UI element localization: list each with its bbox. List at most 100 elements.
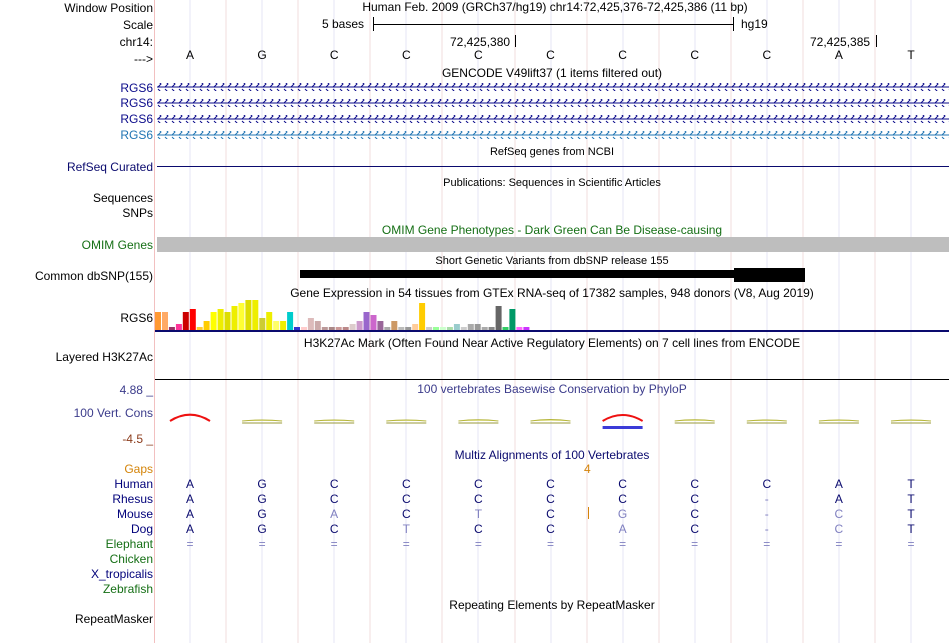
gtex-expression-chart[interactable] bbox=[155, 298, 555, 330]
gtex-tissue-bar[interactable] bbox=[328, 327, 335, 330]
publications-snps-label[interactable]: SNPs bbox=[122, 206, 153, 220]
gtex-tissue-bar[interactable] bbox=[460, 327, 467, 330]
gtex-tissue-bar[interactable] bbox=[301, 327, 307, 330]
dbsnp-variant-block[interactable] bbox=[734, 268, 805, 282]
gtex-tissue-bar[interactable] bbox=[182, 312, 189, 330]
gtex-tissue-bar[interactable] bbox=[439, 327, 446, 330]
alignment-base: A bbox=[185, 522, 194, 536]
gencode-track-title[interactable]: GENCODE V49lift37 (1 items filtered out) bbox=[441, 66, 663, 80]
conservation-mark[interactable] bbox=[674, 419, 715, 422]
gtex-tissue-bar[interactable] bbox=[384, 327, 391, 330]
gtex-tissue-bar[interactable] bbox=[245, 300, 252, 330]
gtex-tissue-bar[interactable] bbox=[266, 312, 273, 330]
gtex-tissue-bar[interactable] bbox=[217, 309, 224, 330]
gtex-tissue-bar[interactable] bbox=[259, 318, 266, 330]
conservation-mark[interactable] bbox=[818, 419, 859, 422]
gencode-item-rgs6[interactable]: RGS6 bbox=[120, 96, 153, 110]
gtex-tissue-bar[interactable] bbox=[495, 306, 502, 330]
gtex-tissue-bar[interactable] bbox=[210, 312, 217, 330]
h3k27ac-track-label[interactable]: Layered H3K27Ac bbox=[55, 350, 153, 364]
refseq-track-label[interactable]: RefSeq Curated bbox=[66, 160, 153, 174]
gtex-tissue-bar[interactable] bbox=[370, 315, 377, 330]
gtex-tissue-bar[interactable] bbox=[273, 321, 280, 330]
gtex-tissue-bar[interactable] bbox=[335, 327, 342, 330]
gtex-tissue-bar[interactable] bbox=[481, 327, 488, 330]
gtex-tissue-bar[interactable] bbox=[314, 321, 321, 330]
gtex-tissue-bar[interactable] bbox=[238, 303, 245, 330]
gtex-tissue-bar[interactable] bbox=[426, 327, 433, 330]
gtex-tissue-bar[interactable] bbox=[523, 327, 530, 330]
gtex-tissue-bar[interactable] bbox=[509, 309, 516, 330]
gtex-tissue-bar[interactable] bbox=[502, 327, 509, 330]
omim-track-title: OMIM Gene Phenotypes - Dark Green Can Be… bbox=[381, 223, 723, 237]
gtex-tissue-bar[interactable] bbox=[307, 318, 314, 330]
gtex-tissue-bar[interactable] bbox=[349, 324, 356, 330]
gtex-tissue-bar[interactable] bbox=[398, 327, 405, 330]
gtex-tissue-bar[interactable] bbox=[162, 312, 168, 330]
species-label-x-tropicalis[interactable]: X_tropicalis bbox=[90, 567, 153, 581]
gtex-tissue-bar[interactable] bbox=[391, 321, 398, 330]
repeatmasker-track-label[interactable]: RepeatMasker bbox=[74, 612, 153, 626]
ref-base: G bbox=[257, 48, 267, 62]
conservation-mark[interactable] bbox=[890, 419, 932, 422]
refseq-gene-line[interactable] bbox=[157, 166, 949, 167]
gtex-tissue-bar[interactable] bbox=[252, 300, 259, 330]
species-label-human[interactable]: Human bbox=[114, 477, 153, 491]
gtex-tissue-bar[interactable] bbox=[342, 327, 349, 330]
gtex-tissue-bar[interactable] bbox=[516, 327, 523, 330]
gtex-tissue-bar[interactable] bbox=[453, 324, 460, 330]
conservation-mark[interactable] bbox=[746, 419, 787, 422]
gtex-tissue-bar[interactable] bbox=[405, 327, 412, 330]
gtex-tissue-bar[interactable] bbox=[280, 321, 287, 330]
conservation-mark[interactable] bbox=[242, 419, 283, 422]
gtex-tissue-bar[interactable] bbox=[294, 327, 300, 330]
conservation-mark[interactable] bbox=[169, 413, 211, 422]
omim-feature-bar[interactable] bbox=[157, 237, 949, 252]
species-label-mouse[interactable]: Mouse bbox=[116, 507, 153, 521]
species-label-rhesus[interactable]: Rhesus bbox=[112, 492, 153, 506]
gtex-gene-label[interactable]: RGS6 bbox=[120, 311, 153, 325]
gtex-tissue-bar[interactable] bbox=[321, 327, 328, 330]
gtex-tissue-bar[interactable] bbox=[488, 327, 495, 330]
gtex-tissue-bar[interactable] bbox=[467, 324, 474, 330]
gtex-tissue-bar[interactable] bbox=[287, 312, 294, 330]
gencode-gene-features[interactable] bbox=[157, 80, 949, 142]
dbsnp-track-label[interactable]: Common dbSNP(155) bbox=[34, 269, 153, 283]
gencode-item-rgs6[interactable]: RGS6 bbox=[120, 112, 153, 126]
gtex-tissue-bar[interactable] bbox=[189, 309, 196, 330]
species-label-chicken[interactable]: Chicken bbox=[109, 552, 153, 566]
gencode-item-rgs6[interactable]: RGS6 bbox=[120, 81, 153, 95]
publications-sequences-label[interactable]: Sequences bbox=[92, 191, 153, 205]
window-position-text[interactable]: Human Feb. 2009 (GRCh37/hg19) chr14:72,4… bbox=[362, 0, 748, 14]
gtex-tissue-bar[interactable] bbox=[224, 312, 231, 330]
conservation-mark[interactable] bbox=[386, 419, 427, 422]
gtex-tissue-bar[interactable] bbox=[175, 324, 182, 330]
ref-base: C bbox=[690, 48, 700, 62]
conservation-track-label[interactable]: 100 Vert. Cons bbox=[73, 406, 153, 420]
species-label-elephant[interactable]: Elephant bbox=[105, 537, 153, 551]
dbsnp-variant-bar[interactable] bbox=[300, 270, 734, 278]
gtex-tissue-bar[interactable] bbox=[231, 306, 238, 330]
gtex-tissue-bar[interactable] bbox=[168, 327, 175, 330]
conservation-mark[interactable] bbox=[602, 414, 644, 422]
conservation-mark[interactable] bbox=[314, 419, 355, 422]
gtex-tissue-bar[interactable] bbox=[412, 324, 419, 330]
gtex-tissue-bar[interactable] bbox=[356, 321, 363, 330]
gtex-tissue-bar[interactable] bbox=[433, 327, 439, 330]
conservation-mark[interactable] bbox=[458, 419, 499, 422]
gtex-tissue-bar[interactable] bbox=[203, 321, 210, 330]
gtex-tissue-bar[interactable] bbox=[474, 324, 481, 330]
gtex-tissue-bar[interactable] bbox=[446, 327, 453, 330]
species-label-dog[interactable]: Dog bbox=[130, 522, 153, 536]
gtex-tissue-bar[interactable] bbox=[155, 312, 161, 330]
conservation-mark[interactable] bbox=[530, 419, 571, 422]
gtex-tissue-bar[interactable] bbox=[363, 312, 370, 330]
gencode-item-rgs6[interactable]: RGS6 bbox=[120, 128, 153, 142]
gtex-tissue-bar[interactable] bbox=[419, 303, 426, 330]
gtex-tissue-bar[interactable] bbox=[377, 321, 384, 330]
alignment-base: C bbox=[546, 522, 555, 536]
gtex-tissue-bar[interactable] bbox=[196, 327, 203, 330]
species-label-zebrafish[interactable]: Zebrafish bbox=[102, 582, 153, 596]
conservation-chart[interactable] bbox=[155, 405, 949, 435]
omim-track-label[interactable]: OMIM Genes bbox=[81, 238, 153, 252]
